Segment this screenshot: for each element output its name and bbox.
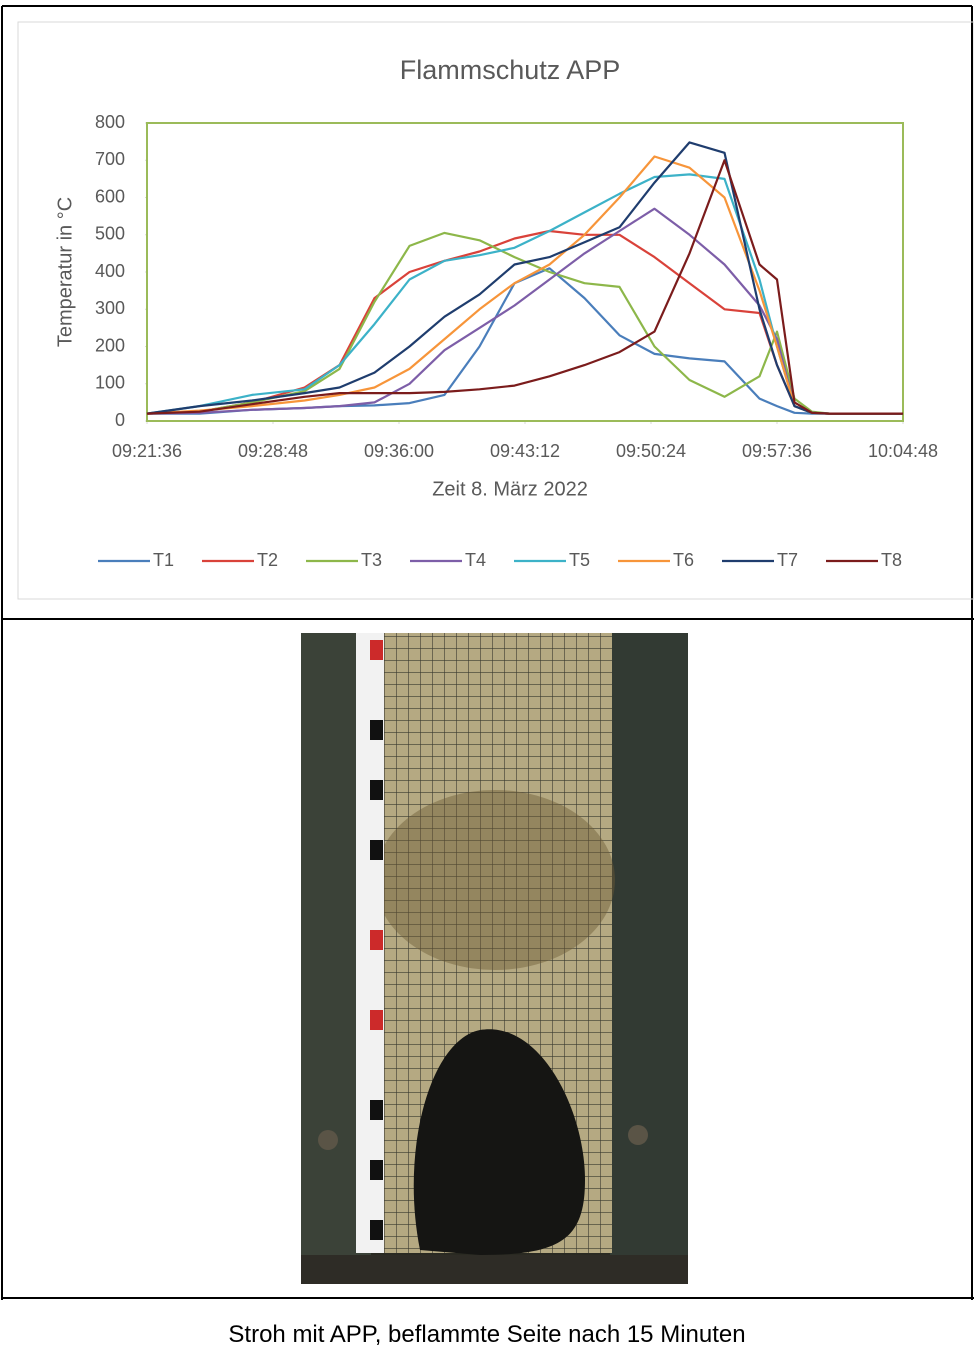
legend-label: T1	[153, 550, 174, 570]
x-axis-label: Zeit 8. März 2022	[432, 478, 588, 500]
chart-area	[17, 21, 974, 600]
y-tick-label: 300	[95, 298, 125, 318]
x-tick-label: 09:43:12	[490, 441, 560, 461]
legend-label: T2	[257, 550, 278, 570]
legend-label: T4	[465, 550, 486, 570]
y-tick-label: 100	[95, 373, 125, 393]
photo	[301, 633, 688, 1284]
y-tick-label: 700	[95, 149, 125, 169]
series-line	[146, 141, 903, 415]
y-tick-label: 500	[95, 224, 125, 244]
legend-label: T7	[777, 550, 798, 570]
legend-label: T3	[361, 550, 382, 570]
table-borders	[1, 5, 974, 1300]
y-tick-label: 400	[95, 261, 125, 281]
y-axis-label: Temperatur in °C	[54, 197, 76, 347]
y-tick-label: 200	[95, 335, 125, 355]
caption: Stroh mit APP, beflammte Seite nach 15 M…	[228, 1321, 746, 1348]
x-tick-label: 09:21:36	[112, 441, 182, 461]
series-line	[146, 231, 903, 415]
y-tick-label: 0	[115, 410, 125, 430]
x-tick-label: 09:57:36	[742, 441, 812, 461]
x-tick-label: 09:36:00	[364, 441, 434, 461]
legend-label: T5	[569, 550, 590, 570]
chart-title: Flammschutz APP	[400, 55, 621, 85]
x-tick-label: 09:50:24	[616, 441, 686, 461]
document-table: Flammschutz APP Zeit 8. März 2022 Temper…	[1, 5, 974, 1300]
series-line	[146, 159, 903, 415]
legend-label: T8	[881, 550, 902, 570]
y-tick-label: 600	[95, 186, 125, 206]
x-tick-label: 10:04:48	[868, 441, 938, 461]
y-tick-label: 800	[95, 112, 125, 132]
plot-frame	[146, 122, 904, 422]
x-tick-label: 09:28:48	[238, 441, 308, 461]
legend-label: T6	[673, 550, 694, 570]
